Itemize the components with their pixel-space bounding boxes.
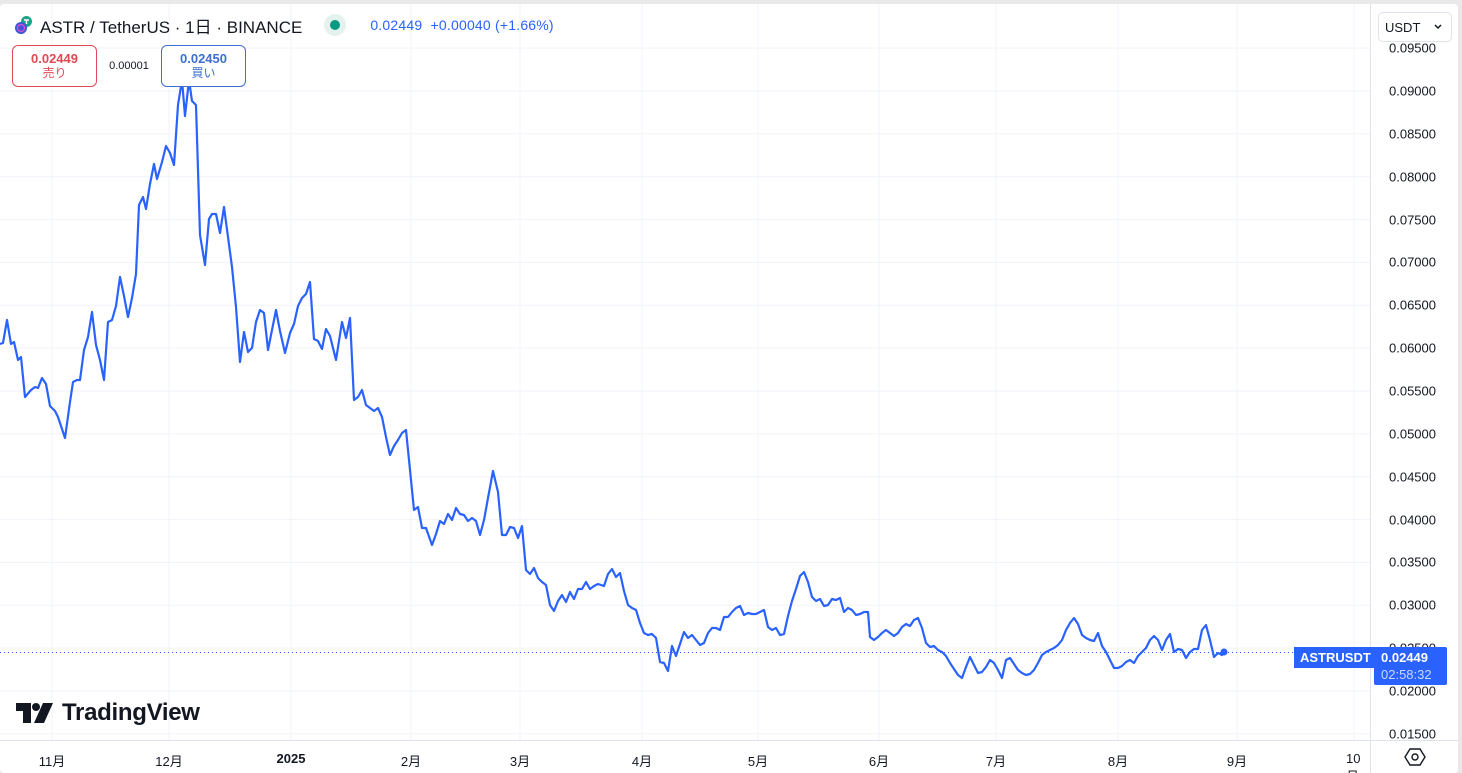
tradingview-logo-icon <box>16 703 53 723</box>
bar-countdown: 02:58:32 <box>1381 667 1432 682</box>
chevron-down-icon <box>1434 24 1442 30</box>
price-change-pct: (+1.66%) <box>495 17 554 33</box>
chart-header: ASTR / TetherUS · 1日 · BINANCE 0.02449 +… <box>14 14 554 37</box>
last-price-tag: 0.02449 02:58:32 <box>1374 647 1447 685</box>
price-tick-label: 0.09000 <box>1389 83 1436 99</box>
sell-price: 0.02449 <box>31 51 78 66</box>
price-tick-label: 0.06500 <box>1389 297 1436 313</box>
sell-button[interactable]: 0.02449 売り <box>12 45 97 87</box>
price-tick-label: 0.08000 <box>1389 169 1436 185</box>
tradingview-logo[interactable]: TradingView <box>16 699 200 727</box>
spread-value: 0.00001 <box>109 60 149 72</box>
time-axis[interactable]: 11月 12月 2025 2月 3月 4月 5月 6月 7月 8月 9月 10月 <box>0 740 1370 773</box>
symbol-price-tag: ASTRUSDT <box>1294 647 1377 668</box>
time-tick-label: 2月 <box>400 754 422 769</box>
last-price-dot <box>1220 648 1228 656</box>
price-tick-label: 0.07500 <box>1389 212 1436 228</box>
price-chart[interactable] <box>0 4 1370 740</box>
currency-value: USDT <box>1385 19 1421 35</box>
time-tick-label: 12月 <box>155 754 183 769</box>
price-line <box>0 78 1225 680</box>
price-axis[interactable]: 0.09500 0.09000 0.08500 0.08000 0.07500 0.070… <box>1370 4 1458 742</box>
astr-symbol-icon <box>14 15 34 35</box>
price-tick-label: 0.04500 <box>1389 469 1436 485</box>
last-price: 0.02449 <box>370 17 423 33</box>
price-tick-label: 0.02000 <box>1389 683 1436 699</box>
logo-text: TradingView <box>62 699 200 726</box>
quote-values: 0.02449 +0.00040 (+1.66%) <box>370 17 553 33</box>
time-tick-label: 8月 <box>1107 754 1129 769</box>
time-tick-label: 11月 <box>38 754 66 769</box>
price-tick-label: 0.03500 <box>1389 554 1436 570</box>
time-tick-label: 5月 <box>747 754 769 769</box>
plot-area[interactable] <box>0 4 1370 740</box>
price-tick-label: 0.07000 <box>1389 254 1436 270</box>
trade-buttons: 0.02449 売り 0.00001 0.02450 買い <box>12 45 246 87</box>
market-open-icon <box>330 20 341 30</box>
last-price-value: 0.02449 <box>1381 650 1428 665</box>
time-tick-label: 3月 <box>509 754 531 769</box>
currency-select[interactable]: USDT <box>1378 12 1452 42</box>
time-tick-label: 2025 <box>276 751 306 766</box>
price-tick-label: 0.05000 <box>1389 426 1436 442</box>
chart-frame: ASTR / TetherUS · 1日 · BINANCE 0.02449 +… <box>0 4 1458 773</box>
price-tick-label: 0.04000 <box>1389 512 1436 528</box>
settings-hexagon-icon <box>1403 748 1426 766</box>
price-tick-label: 0.03000 <box>1389 597 1436 613</box>
price-tick-label: 0.05500 <box>1389 383 1436 399</box>
price-tick-label: 0.09500 <box>1389 40 1436 56</box>
buy-label: 買い <box>191 66 216 80</box>
time-tick-label: 10月 <box>1346 751 1361 773</box>
price-tick-label: 0.06000 <box>1389 340 1436 356</box>
time-tick-label: 6月 <box>868 754 890 769</box>
price-tick-label: 0.01500 <box>1389 726 1436 742</box>
time-tick-label: 7月 <box>985 754 1007 769</box>
price-change: +0.00040 <box>430 17 491 33</box>
buy-button[interactable]: 0.02450 買い <box>161 45 246 87</box>
symbol-title[interactable]: ASTR / TetherUS · 1日 · BINANCE <box>40 17 303 37</box>
buy-price: 0.02450 <box>180 51 227 66</box>
sell-label: 売り <box>42 66 67 80</box>
time-tick-label: 4月 <box>631 754 653 769</box>
chart-settings-button[interactable] <box>1370 740 1458 773</box>
time-tick-label: 9月 <box>1226 754 1248 769</box>
market-status-indicator[interactable] <box>324 14 347 36</box>
price-tick-label: 0.08500 <box>1389 126 1436 142</box>
